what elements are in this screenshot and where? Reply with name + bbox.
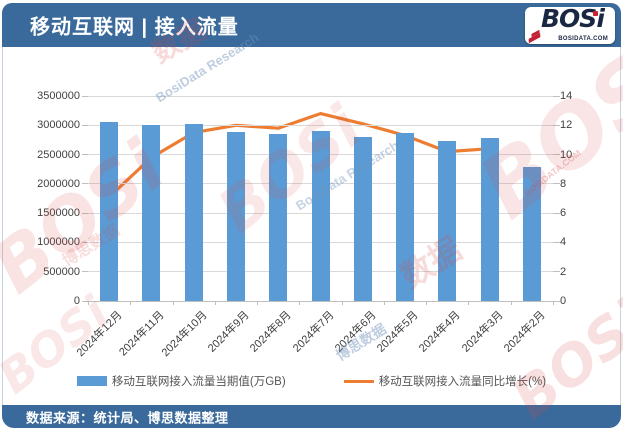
left-axis-tick-label: 3500000 <box>37 90 80 102</box>
x-axis-labels: 2024年12月 2024年11月 2024年10月 2024年9月 2024年8月 20… <box>75 304 553 366</box>
left-axis-tick <box>82 154 88 156</box>
x-axis-tick <box>426 301 428 305</box>
right-axis-tick-label: 6 <box>560 207 567 220</box>
logo-wordmark: BOSi <box>541 4 605 33</box>
legend-item-bar: 移动互联网接入流量当期值(万GB) <box>76 373 286 389</box>
right-axis-labels: 0 2 4 6 8 10 12 14 <box>560 90 600 307</box>
legend-item-line: 移动互联网接入流量同比增长(%) <box>343 373 547 389</box>
right-axis-tick <box>553 95 560 97</box>
gridline <box>88 124 553 126</box>
line-swatch-icon <box>343 379 374 383</box>
left-axis-tick-label: 3000000 <box>37 119 80 132</box>
growth-line <box>107 112 492 199</box>
left-axis-tick-label: 2500000 <box>37 148 80 161</box>
x-axis-tick <box>383 301 385 305</box>
left-axis-tick <box>82 95 88 97</box>
chart-legend: 移动互联网接入流量当期值(万GB) 移动互联网接入流量同比增长(%) <box>0 373 623 389</box>
right-axis-tick-label: 10 <box>560 148 573 161</box>
left-axis-tick-label: 1500000 <box>37 207 80 220</box>
left-axis-tick-label: 1000000 <box>37 236 80 249</box>
x-axis-tick <box>468 301 470 305</box>
legend-bar-label: 移动互联网接入流量当期值(万GB) <box>111 376 286 388</box>
bar-2024年3月 <box>480 138 499 301</box>
right-axis-tick-label: 14 <box>560 90 573 102</box>
bosi-logo: BOSi BOSIDATA.COM <box>525 4 615 44</box>
bar-2024年9月 <box>226 131 245 301</box>
x-axis-tick <box>341 301 343 305</box>
x-axis-tick <box>172 301 174 305</box>
page-title: 移动互联网 | 接入流量 <box>30 16 239 39</box>
logo-site-text: BOSIDATA.COM <box>558 36 608 42</box>
left-axis-tick <box>82 183 88 185</box>
growth-line-series <box>107 112 492 199</box>
right-axis-tick <box>553 154 560 156</box>
right-axis-tick-label: 12 <box>560 119 573 132</box>
x-axis-tick <box>257 301 259 305</box>
logo-dot-icon <box>593 11 598 16</box>
header-bar: 移动互联网 | 接入流量 BOSi BOSIDATA.COM <box>2 3 621 47</box>
gridline <box>88 95 553 97</box>
bar-swatch-icon <box>76 376 107 386</box>
x-axis-tick <box>510 301 512 305</box>
left-axis-tick <box>82 241 88 243</box>
x-axis-tick <box>88 301 89 305</box>
bar-2024年4月 <box>438 140 457 301</box>
left-axis-tick <box>82 300 88 302</box>
right-axis-tick-label: 8 <box>560 177 567 190</box>
bar-2024年12月 <box>100 121 119 301</box>
bar-2024年11月 <box>142 125 161 301</box>
x-axis-tick <box>214 301 216 305</box>
x-axis-tick <box>299 301 301 305</box>
left-axis-tick-label: 2000000 <box>37 177 80 190</box>
left-axis-tick <box>82 212 88 214</box>
right-axis-tick-label: 2 <box>560 265 567 278</box>
legend-line-label: 移动互联网接入流量同比增长(%) <box>378 376 547 388</box>
right-axis-tick-label: 0 <box>560 295 567 307</box>
right-axis-tick-label: 4 <box>560 236 567 249</box>
x-axis-tick <box>553 301 554 305</box>
data-source-text: 数据来源：统计局、博思数据整理 <box>26 410 229 425</box>
right-axis-tick <box>553 124 560 126</box>
bar-2024年6月 <box>353 137 372 301</box>
right-axis-tick <box>553 183 560 185</box>
plot-area <box>82 95 560 305</box>
footer-bar: 数据来源：统计局、博思数据整理 <box>2 405 621 428</box>
left-axis-tick <box>82 124 88 126</box>
right-axis-tick <box>553 212 560 214</box>
bar-2024年8月 <box>269 133 288 301</box>
left-axis-labels: 0 500000 1000000 1500000 2000000 2500000 30000… <box>0 90 80 307</box>
x-axis-tick <box>130 301 132 305</box>
left-axis-tick <box>82 271 88 273</box>
right-axis-tick <box>553 271 560 273</box>
bar-2024年5月 <box>396 132 415 301</box>
bar-2024年2月 <box>522 166 541 301</box>
left-axis-tick-label: 0 <box>73 295 80 307</box>
left-axis-tick-label: 500000 <box>43 265 80 278</box>
right-axis-tick <box>553 300 560 302</box>
bar-2024年7月 <box>311 131 330 301</box>
bar-2024年10月 <box>184 124 203 301</box>
right-axis-tick <box>553 241 560 243</box>
